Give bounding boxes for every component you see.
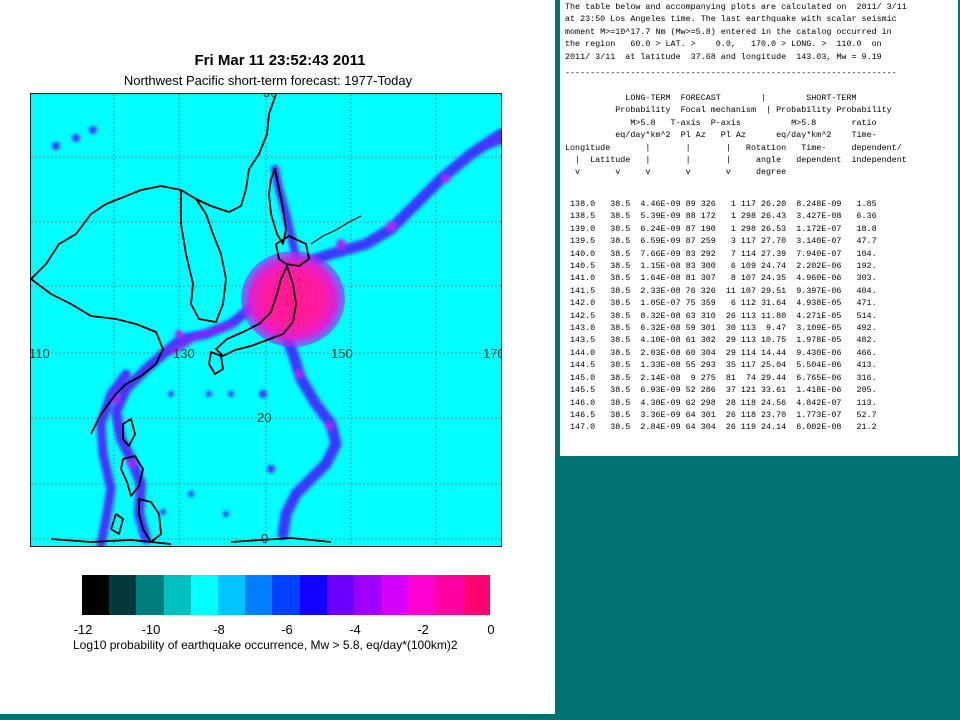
colorbar-cell	[326, 575, 355, 615]
axis-labels: 50 20 0 110 130 150 170	[31, 94, 502, 546]
colorbar-cell	[163, 575, 191, 615]
forecast-table-panel: The table below and accompanying plots a…	[560, 0, 958, 456]
table-rows: 138.0 38.5 4.46E-09 89 326 1 117 26.20 8…	[565, 198, 877, 434]
coastlines	[31, 94, 362, 545]
table-row: 144.0 38.5 2.03E-08 60 304 29 114 14.44 …	[565, 347, 877, 358]
header-line: Longitude | | | Rotation Time- dependent…	[565, 142, 902, 153]
colorbar-cell	[136, 575, 164, 615]
table-header: LONG-TERM FORECAST | SHORT-TERM Probabil…	[565, 92, 907, 179]
map-title: Fri Mar 11 23:52:43 2011	[194, 52, 366, 69]
table-row: 142.5 38.5 8.32E-08 63 310 26 113 11.80 …	[565, 310, 877, 321]
header-line: M>5.8 T-axis P-axis M>5.8 ratio	[565, 117, 877, 128]
colorbar-cell	[272, 575, 300, 615]
lon-label-110: 110	[31, 346, 50, 361]
colorbar-cell	[299, 575, 327, 615]
colorbar-ticks: -12 -10 -8 -6 -4 -2 0	[68, 622, 508, 638]
table-row: 138.0 38.5 4.46E-09 89 326 1 117 26.20 8…	[565, 199, 877, 209]
lon-label-130: 130	[173, 346, 195, 361]
table-row: 145.0 38.5 2.14E-08 9 275 81 74 29.44 6.…	[565, 372, 877, 383]
table-row: 143.0 38.5 6.32E-08 59 301 30 113 9.47 3…	[565, 323, 877, 334]
header-line: eq/day*km^2 Pl Az Pl Az eq/day*km^2 Time…	[565, 130, 877, 141]
lat-label-20: 20	[257, 410, 271, 425]
colorbar-tick: -2	[417, 622, 429, 637]
map-canvas: 50 20 0 110 130 150 170	[31, 94, 502, 546]
separator-line: ----------------------------------------…	[565, 68, 897, 78]
colorbar-tick: -8	[213, 622, 225, 637]
forecast-intro: The table below and accompanying plots a…	[565, 1, 907, 63]
header-line: Probability Focal mechanism | Probabilit…	[565, 105, 892, 116]
colorbar-cell	[190, 575, 219, 615]
table-row: 139.0 38.5 6.24E-09 87 190 1 298 26.53 1…	[565, 223, 877, 234]
header-line: | Latitude | | | angle dependent indepen…	[565, 155, 907, 166]
table-row: 140.0 38.5 7.66E-09 83 292 7 114 27.39 7…	[565, 248, 877, 259]
table-row: 141.5 38.5 2.33E-08 76 326 11 107 29.51 …	[565, 285, 877, 296]
lon-label-170: 170	[483, 346, 502, 361]
intro-line: moment M>=10^17.7 Nm (Mw>=5.8) entered i…	[565, 26, 892, 37]
colorbar-tick: -4	[349, 622, 361, 637]
colorbar-tick: -12	[73, 622, 93, 637]
table-row: 138.5 38.5 5.39E-09 88 172 1 298 26.43 3…	[565, 211, 877, 222]
colorbar-cell	[435, 575, 463, 615]
colorbar-cell	[245, 575, 273, 615]
table-row: 145.5 38.5 6.93E-09 52 286 37 121 33.61 …	[565, 385, 877, 396]
intro-line: 2011/ 3/11 at latitude 37.68 and longitu…	[565, 51, 882, 62]
bottom-strip	[0, 714, 555, 720]
colorbar-tick: -10	[141, 622, 161, 637]
table-row: 144.5 38.5 1.33E-08 55 293 35 117 25.04 …	[565, 360, 877, 371]
table-row: 146.0 38.5 4.30E-09 62 298 28 118 24.56 …	[565, 397, 877, 408]
header-line: LONG-TERM FORECAST | SHORT-TERM	[565, 93, 857, 103]
intro-line: the region 60.0 > LAT. > 0.0, 170.0 > LO…	[565, 39, 882, 50]
colorbar-cell	[381, 575, 409, 615]
table-row: 140.5 38.5 1.15E-08 83 300 6 109 24.74 2…	[565, 261, 877, 272]
colorbar-cell	[354, 575, 382, 615]
colorbar-tick: -6	[281, 622, 293, 637]
table-row: 147.0 38.5 2.84E-09 64 304 26 119 24.14 …	[565, 422, 877, 433]
colorbar-label: Log10 probability of earthquake occurren…	[73, 638, 458, 652]
tohoku-hotspot	[241, 251, 345, 347]
map-subtitle: Northwest Pacific short-term forecast: 1…	[123, 73, 413, 88]
colorbar-cell	[109, 575, 137, 615]
intro-line: at 23:50 Los Angeles time. The last eart…	[565, 14, 897, 25]
lon-label-150: 150	[331, 346, 353, 361]
table-row: 141.0 38.5 1.64E-08 81 307 8 107 24.35 4…	[565, 273, 877, 284]
table-row: 143.5 38.5 4.10E-08 61 302 29 113 10.75 …	[565, 335, 877, 346]
lat-label-0: 0	[261, 531, 268, 546]
intro-line: The table below and accompanying plots a…	[565, 2, 907, 12]
table-row: 146.5 38.5 3.36E-09 64 301 26 118 23.70 …	[565, 409, 877, 420]
table-row: 142.0 38.5 1.05E-07 75 359 6 112 31.64 4…	[565, 298, 877, 309]
header-line: v v v v v degree	[565, 167, 787, 178]
forecast-map: 50 20 0 110 130 150 170	[30, 93, 502, 547]
colorbar-cell	[462, 575, 491, 615]
colorbar-cell	[82, 575, 110, 615]
colorbar-cell	[408, 575, 436, 615]
colorbar-tick: 0	[487, 622, 495, 637]
colorbar	[82, 575, 491, 615]
table-row: 139.5 38.5 6.59E-09 87 259 3 117 27.70 3…	[565, 236, 877, 247]
lat-label-50: 50	[263, 94, 277, 100]
colorbar-cell	[218, 575, 246, 615]
